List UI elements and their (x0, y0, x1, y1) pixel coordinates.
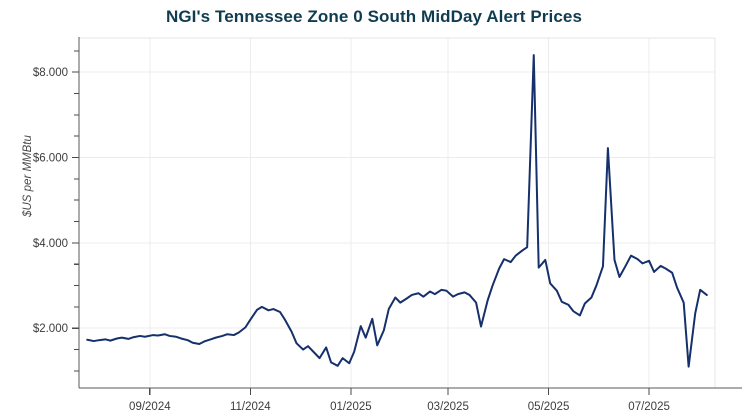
svg-text:11/2024: 11/2024 (230, 401, 271, 413)
svg-text:03/2025: 03/2025 (427, 401, 469, 413)
svg-text:$6.000: $6.000 (33, 153, 68, 165)
svg-text:09/2024: 09/2024 (129, 401, 171, 413)
x-tick-labels: 09/2024 11/2024 01/2025 03/2025 05/2025 07/20… (129, 401, 670, 413)
svg-text:07/2025: 07/2025 (628, 401, 670, 413)
gridlines (79, 38, 715, 388)
svg-text:$8.000: $8.000 (33, 67, 68, 79)
svg-text:05/2025: 05/2025 (528, 401, 570, 413)
svg-text:$2.000: $2.000 (33, 323, 68, 335)
svg-text:$4.000: $4.000 (33, 238, 68, 250)
y-tick-labels: $2.000 $4.000 $6.000 $8.000 (33, 67, 68, 335)
axis-lines (78, 37, 742, 389)
plot-border (79, 37, 716, 388)
axis-ticks (72, 50, 650, 395)
svg-text:01/2025: 01/2025 (330, 401, 372, 413)
chart-title: NGI's Tennessee Zone 0 South MidDay Aler… (165, 7, 582, 26)
price-series-line (86, 54, 708, 368)
